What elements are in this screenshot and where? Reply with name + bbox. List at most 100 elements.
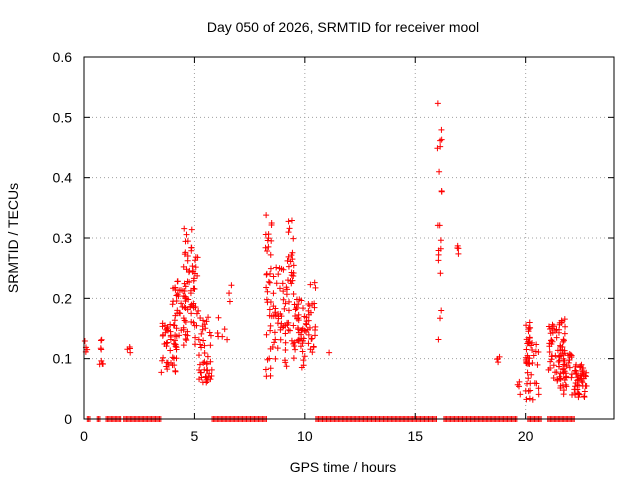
data-point	[301, 353, 308, 360]
data-point	[198, 344, 205, 351]
data-point	[572, 379, 579, 386]
data-point	[203, 374, 210, 381]
data-point	[273, 264, 280, 271]
data-point	[308, 336, 315, 343]
data-point	[263, 296, 270, 303]
data-point	[192, 264, 199, 271]
data-point	[278, 265, 285, 272]
data-point	[188, 310, 195, 317]
data-point	[555, 329, 562, 336]
data-point	[263, 212, 270, 219]
data-point	[262, 244, 269, 251]
data-point	[181, 304, 188, 311]
data-point	[305, 300, 312, 307]
data-point	[435, 336, 442, 343]
data-point	[548, 340, 555, 347]
data-point	[294, 324, 301, 331]
data-point	[191, 286, 198, 293]
data-point	[557, 370, 564, 377]
data-point	[562, 323, 569, 330]
data-point	[307, 281, 314, 288]
data-point	[285, 263, 292, 270]
data-point	[272, 309, 279, 316]
data-point	[579, 368, 586, 375]
data-point	[582, 382, 589, 389]
data-point	[285, 229, 292, 236]
data-point	[574, 374, 581, 381]
data-point	[525, 354, 532, 361]
data-point	[294, 315, 301, 322]
data-point	[270, 273, 277, 280]
data-point	[572, 383, 579, 390]
data-point	[185, 296, 192, 303]
data-point	[268, 222, 275, 229]
data-point	[199, 379, 206, 386]
data-point	[438, 136, 445, 143]
data-point	[167, 321, 174, 328]
data-point	[287, 258, 294, 265]
data-point	[203, 367, 210, 374]
data-point	[290, 355, 297, 362]
data-point	[533, 341, 540, 348]
data-point	[188, 247, 195, 254]
data-point	[184, 278, 191, 285]
data-point	[550, 374, 557, 381]
data-point	[268, 237, 275, 244]
data-point	[163, 340, 170, 347]
data-point	[283, 363, 290, 370]
y-tick-label: 0.6	[53, 49, 73, 65]
data-point	[566, 357, 573, 364]
data-point	[529, 346, 536, 353]
data-point	[265, 278, 272, 285]
data-point	[286, 298, 293, 305]
data-point	[281, 305, 288, 312]
data-point	[290, 291, 297, 298]
data-point	[163, 363, 170, 370]
data-point	[174, 278, 181, 285]
data-point	[526, 361, 533, 368]
data-point	[282, 300, 289, 307]
data-point	[160, 354, 167, 361]
data-point	[530, 352, 537, 359]
data-point	[272, 336, 279, 343]
data-point	[529, 396, 536, 403]
data-point	[534, 361, 541, 368]
data-point	[161, 322, 168, 329]
data-point	[267, 251, 274, 258]
data-point	[267, 265, 274, 272]
data-point	[190, 300, 197, 307]
data-point	[184, 253, 191, 260]
data-point	[577, 363, 584, 370]
data-point	[557, 385, 564, 392]
data-point	[270, 290, 277, 297]
data-point	[182, 238, 189, 245]
data-point	[455, 250, 462, 257]
data-point	[575, 382, 582, 389]
data-point	[262, 366, 269, 373]
data-point	[283, 284, 290, 291]
data-point	[221, 326, 228, 333]
data-point	[524, 369, 531, 376]
data-point	[523, 359, 530, 366]
data-point	[200, 317, 207, 324]
data-point	[167, 347, 174, 354]
data-point	[204, 353, 211, 360]
data-point	[200, 337, 207, 344]
data-point	[290, 270, 297, 277]
data-point	[311, 279, 318, 286]
data-point	[529, 359, 536, 366]
data-point	[305, 340, 312, 347]
data-point	[495, 359, 502, 366]
data-point	[264, 248, 271, 255]
data-point	[562, 370, 569, 377]
data-point	[295, 314, 302, 321]
data-point	[303, 314, 310, 321]
data-point	[526, 395, 533, 402]
data-point	[286, 327, 293, 334]
data-point	[289, 277, 296, 284]
data-point	[98, 337, 105, 344]
data-point	[228, 282, 235, 289]
data-point	[560, 391, 567, 398]
data-point	[159, 357, 166, 364]
data-point	[266, 355, 273, 362]
